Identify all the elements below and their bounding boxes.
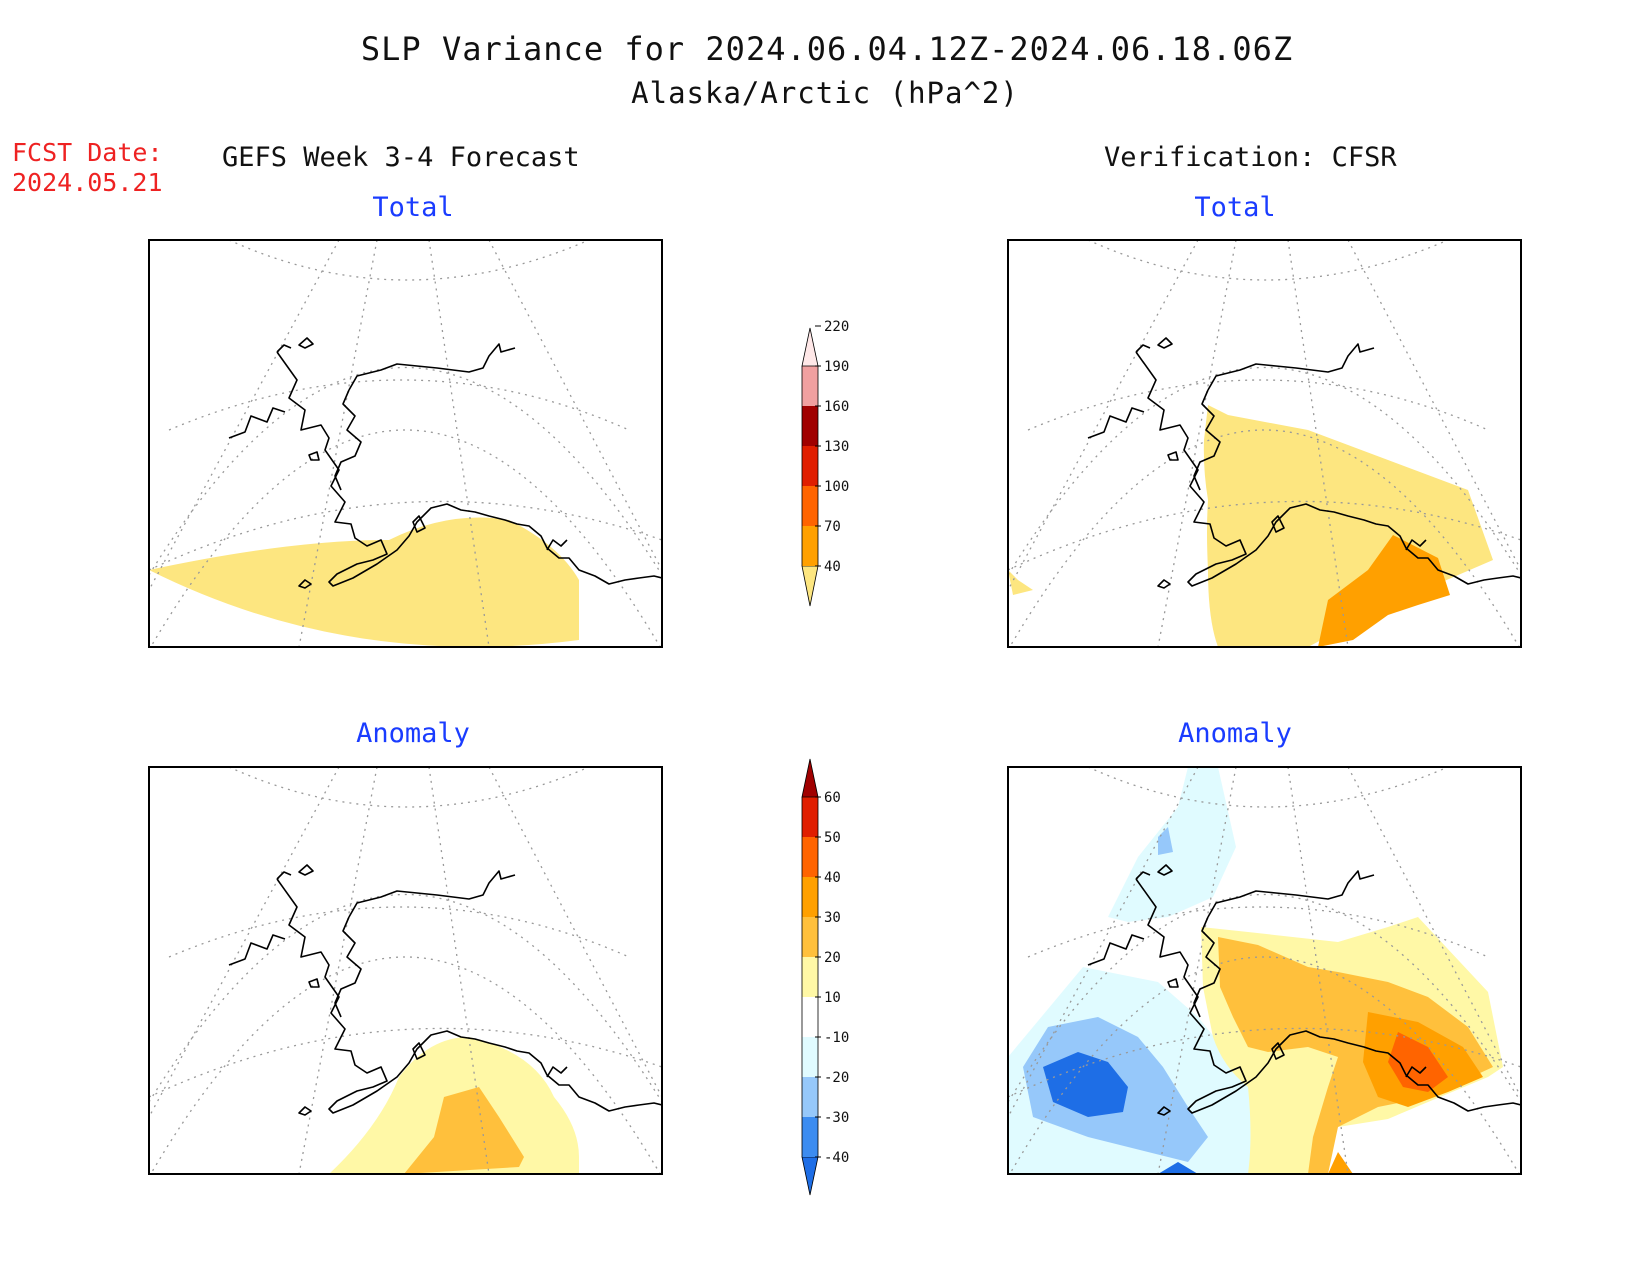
colorbar-anomaly-swatch — [802, 1077, 818, 1117]
colorbar-anomaly: -40 -30 -20 -10 10 20 30 40 50 60 — [801, 758, 849, 1196]
colorbar-total-swatch — [802, 526, 818, 566]
contour-fill-40-70-small — [1008, 570, 1033, 595]
map-panel-forecast-total — [148, 239, 663, 648]
panel-title-verification-anomaly: Anomaly — [1178, 718, 1292, 749]
colorbar-total-swatch — [802, 486, 818, 526]
map-frame — [148, 239, 663, 648]
colorbar-anomaly-swatch — [802, 917, 818, 957]
colorbar-total-tick-label: 40 — [824, 559, 841, 575]
colorbar-total-tick-label: 130 — [824, 439, 849, 455]
map-frame — [1007, 766, 1522, 1175]
colorbar-anomaly-tick-label: 20 — [824, 950, 841, 966]
contour-fill-20-30 — [404, 1087, 524, 1174]
colorbar-total-swatch — [802, 406, 818, 446]
contour-fill-neg20-neg30-north — [1158, 827, 1173, 855]
colorbar-total-swatch — [802, 446, 818, 486]
contour-fill-neg30-neg40-south — [1158, 1162, 1198, 1174]
colorbar-total: 40 70 100 130 160 190 220 — [801, 319, 849, 607]
colorbar-total-swatch — [802, 366, 818, 406]
panel-title-forecast-anomaly: Anomaly — [356, 718, 470, 749]
colorbar-total-tick-label: 160 — [824, 399, 849, 415]
map-frame — [1007, 239, 1522, 648]
left-column-title: GEFS Week 3-4 Forecast — [222, 142, 580, 173]
colorbar-total-tick-label: 190 — [824, 359, 849, 375]
colorbar-anomaly-tick-label: -10 — [824, 1030, 849, 1046]
right-column-title: Verification: CFSR — [1104, 142, 1397, 173]
colorbar-anomaly-tick-label: -30 — [824, 1110, 849, 1126]
colorbar-anomaly-swatch — [802, 837, 818, 877]
colorbar-anomaly-swatch — [802, 997, 818, 1037]
colorbar-total-tick-label: 220 — [824, 319, 849, 335]
colorbar-anomaly-swatch — [802, 877, 818, 917]
contour-fill-40-70 — [149, 517, 579, 647]
panel-title-verification-total: Total — [1194, 192, 1276, 223]
colorbar-anomaly-tick-label: -20 — [824, 1070, 849, 1086]
contour-fill-30-40-south — [1328, 1152, 1353, 1174]
map-frame — [148, 766, 663, 1175]
contour-fill-40-50 — [1388, 1032, 1448, 1092]
colorbar-total-swatch-low-triangle — [801, 565, 819, 607]
colorbar-anomaly-swatch — [802, 797, 818, 837]
contour-fill-neg10-neg20-north — [1108, 767, 1236, 922]
contour-fill-70-100 — [1318, 535, 1450, 647]
page-title: SLP Variance for 2024.06.04.12Z-2024.06.… — [360, 30, 1294, 68]
colorbar-anomaly-tick-label: 40 — [824, 870, 841, 886]
colorbar-total-swatch-high-triangle — [801, 327, 819, 367]
panel-title-forecast-total: Total — [372, 192, 454, 223]
page-subtitle: Alaska/Arctic (hPa^2) — [631, 76, 1019, 110]
forecast-date-label: FCST Date: — [12, 138, 163, 167]
colorbar-anomaly-tick-label: -40 — [824, 1150, 849, 1166]
colorbar-anomaly-swatch-low-triangle — [801, 1156, 819, 1196]
colorbar-anomaly-swatch — [802, 957, 818, 997]
colorbar-anomaly-tick-label: 30 — [824, 910, 841, 926]
contour-fill-20-30 — [1218, 937, 1493, 1174]
colorbar-anomaly-tick-label: 10 — [824, 990, 841, 1006]
colorbar-total-tick-label: 100 — [824, 479, 849, 495]
colorbar-anomaly-tick-label: 60 — [824, 790, 841, 806]
colorbar-total-tick-label: 70 — [824, 519, 841, 535]
map-panel-verification-total — [1007, 239, 1522, 648]
colorbar-anomaly-swatch — [802, 1037, 818, 1077]
forecast-date-value: 2024.05.21 — [12, 168, 163, 197]
colorbar-anomaly-tick-label: 50 — [824, 830, 841, 846]
contour-fill-neg30-neg40 — [1043, 1052, 1128, 1117]
map-panel-verification-anomaly — [1007, 766, 1522, 1175]
map-panel-forecast-anomaly — [148, 766, 663, 1175]
colorbar-anomaly-swatch-high-triangle — [801, 758, 819, 798]
colorbar-anomaly-swatch — [802, 1117, 818, 1157]
